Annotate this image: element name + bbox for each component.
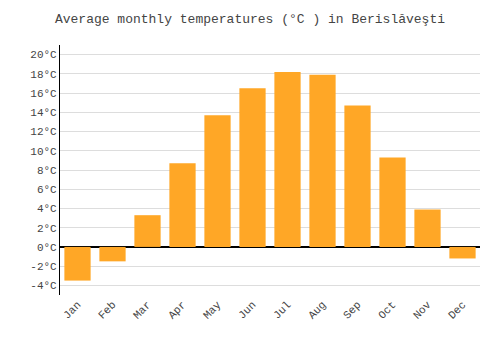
svg-text:2°C: 2°C — [37, 223, 57, 235]
svg-text:12°C: 12°C — [30, 126, 57, 138]
svg-text:6°C: 6°C — [37, 184, 57, 196]
svg-text:Jan: Jan — [61, 299, 83, 321]
svg-text:Feb: Feb — [96, 299, 118, 321]
svg-text:16°C: 16°C — [30, 88, 57, 100]
svg-text:14°C: 14°C — [30, 107, 57, 119]
svg-text:Oct: Oct — [376, 299, 398, 321]
svg-text:Aug: Aug — [306, 299, 328, 321]
svg-text:Jun: Jun — [236, 299, 258, 321]
svg-text:4°C: 4°C — [37, 203, 57, 215]
svg-text:0°C: 0°C — [37, 242, 57, 254]
svg-text:Average monthly temperatures (: Average monthly temperatures (°C ) in Be… — [55, 12, 445, 27]
svg-text:Sep: Sep — [341, 299, 363, 321]
svg-text:Mar: Mar — [131, 299, 153, 321]
svg-text:May: May — [201, 299, 224, 322]
svg-text:-4°C: -4°C — [30, 280, 57, 292]
svg-text:Nov: Nov — [411, 299, 434, 322]
svg-text:Dec: Dec — [446, 299, 468, 321]
svg-text:8°C: 8°C — [37, 165, 57, 177]
svg-text:20°C: 20°C — [30, 49, 57, 61]
svg-text:Apr: Apr — [166, 299, 188, 321]
svg-text:-2°C: -2°C — [30, 261, 57, 273]
svg-text:10°C: 10°C — [30, 146, 57, 158]
svg-text:18°C: 18°C — [30, 69, 57, 81]
svg-text:Jul: Jul — [271, 299, 293, 321]
